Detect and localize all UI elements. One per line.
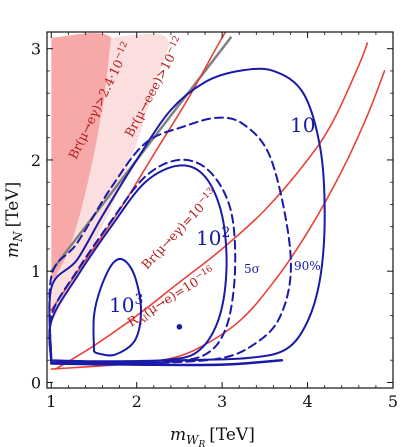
excluded-regions: [49, 33, 169, 322]
curve-10-2-90: [48, 158, 237, 365]
label-100: 102: [196, 225, 230, 250]
y-tick-label: 2: [31, 151, 41, 170]
points: [176, 324, 183, 330]
x-tick-label: 3: [217, 392, 227, 411]
label-10: 10: [290, 113, 315, 137]
curve-10-5: [48, 67, 326, 363]
y-tick-label: 1: [31, 262, 41, 281]
label-5sigma: 5σ: [244, 262, 260, 276]
curve-10-2-5: [48, 164, 228, 364]
y-tick-label: 0: [31, 373, 41, 392]
point-benchmark: [176, 324, 183, 330]
curve-10-90: [48, 116, 292, 365]
y-tick-label: 3: [31, 40, 41, 59]
x-tick-label: 5: [388, 392, 398, 411]
x-tick-label: 1: [46, 392, 56, 411]
x-tick-label: 4: [302, 392, 312, 411]
curve-10-3: [92, 257, 142, 357]
y-axis-title: mN[TeV]: [3, 182, 25, 258]
curves: [48, 32, 386, 370]
label-1000: 103: [109, 292, 143, 317]
x-tick-label: 2: [132, 392, 142, 411]
x-axis-title: mWR [TeV]: [170, 425, 255, 447]
label-90-percent: 90%: [294, 259, 321, 273]
region-br-eee-10-12: [49, 33, 169, 322]
curve-bottom-band-upper: [50, 358, 284, 367]
curve-r-al-e-10-16-upper: [54, 42, 369, 370]
plot-frame: [46, 31, 394, 389]
region-br-e-2-4-10-12: [51, 33, 115, 283]
